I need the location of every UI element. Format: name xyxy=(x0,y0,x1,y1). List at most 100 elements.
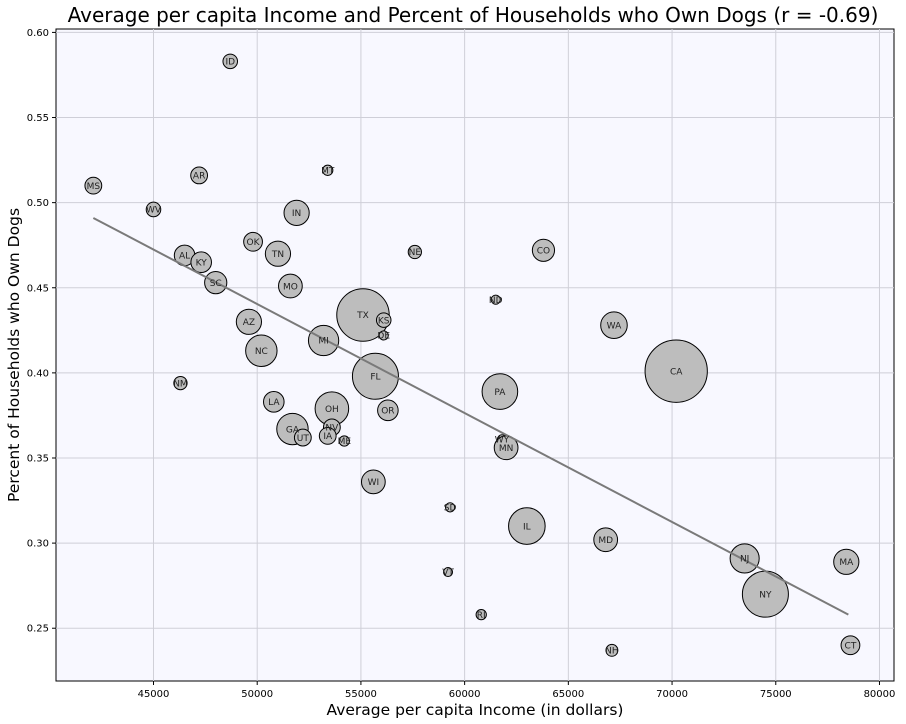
y-tick-label: 0.50 xyxy=(27,198,49,209)
x-axis-label: Average per capita Income (in dollars) xyxy=(327,701,624,719)
data-point xyxy=(283,199,310,226)
data-point-label: NM xyxy=(173,379,188,389)
data-point-label: DE xyxy=(377,332,390,342)
data-point xyxy=(407,244,422,260)
data-point-label: VT xyxy=(442,568,454,578)
data-point-label: IA xyxy=(323,432,333,442)
data-point-label: NJ xyxy=(740,555,749,565)
data-point-label: KS xyxy=(378,316,390,326)
plot-area xyxy=(55,28,895,682)
data-point-label: WY xyxy=(495,435,510,445)
chart-title: Average per capita Income and Percent of… xyxy=(68,3,879,27)
data-point-label: NY xyxy=(759,590,772,600)
data-point-label: NC xyxy=(255,347,268,357)
data-point-label: WA xyxy=(607,321,622,331)
data-point xyxy=(833,548,860,575)
data-point xyxy=(729,543,760,574)
data-point-label: ND xyxy=(489,296,503,306)
data-point xyxy=(475,608,487,621)
data-point xyxy=(222,53,239,70)
data-point-label: NH xyxy=(605,647,619,657)
data-point-label: MT xyxy=(321,166,335,176)
point-labels: ID MS WV AR MT IN OK TN AL KY SC MO NE CO ND AZ TX KS DE WA… xyxy=(87,58,857,657)
data-point-label: OK xyxy=(247,238,261,248)
data-point-label: SD xyxy=(444,504,457,514)
data-point-label: IN xyxy=(292,209,301,219)
x-tick-label: 65000 xyxy=(552,689,584,700)
data-point-label: WV xyxy=(146,206,162,216)
data-point xyxy=(531,238,556,262)
data-point-label: SC xyxy=(210,279,222,289)
x-tick-label: 60000 xyxy=(449,689,481,700)
data-point-label: AR xyxy=(193,172,205,182)
grid xyxy=(56,29,894,681)
data-point-label: OR xyxy=(381,407,394,417)
data-point-label: ID xyxy=(225,58,235,68)
data-point xyxy=(84,176,103,195)
data-point xyxy=(840,635,861,656)
data-point-label: MA xyxy=(839,558,854,568)
data-point-label: MD xyxy=(598,536,613,546)
data-point xyxy=(235,308,263,335)
x-tick-label: 55000 xyxy=(345,689,377,700)
data-point xyxy=(322,164,334,176)
data-point xyxy=(351,352,399,400)
y-tick-label: 0.45 xyxy=(27,283,49,294)
x-tick-label: 80000 xyxy=(864,689,896,700)
data-point-label: AL xyxy=(179,252,190,262)
axis-ticks: 45000 50000 55000 60000 65000 70000 75000 80000… xyxy=(27,28,896,700)
y-tick-label: 0.40 xyxy=(27,368,49,379)
y-tick-label: 0.35 xyxy=(27,453,49,464)
data-point-label: NE xyxy=(409,248,422,258)
data-points xyxy=(84,53,861,657)
data-point xyxy=(481,373,519,410)
data-point-label: KY xyxy=(196,258,208,268)
data-point xyxy=(377,399,399,422)
data-point xyxy=(243,231,263,252)
data-point-label: FL xyxy=(370,372,380,382)
data-point-label: GA xyxy=(286,425,300,435)
data-point-label: CA xyxy=(670,367,683,377)
data-point-label: LA xyxy=(268,398,280,408)
data-point xyxy=(605,643,619,657)
data-point xyxy=(318,426,337,445)
data-point xyxy=(445,502,456,513)
data-point xyxy=(360,469,386,495)
y-tick-label: 0.30 xyxy=(27,539,49,550)
data-point xyxy=(190,166,209,185)
data-point xyxy=(490,294,501,305)
data-point xyxy=(190,251,212,274)
data-point xyxy=(443,567,454,578)
y-axis-label: Percent of Households who Own Dogs xyxy=(5,208,23,502)
data-point xyxy=(338,435,350,447)
data-point-label: WI xyxy=(368,478,380,488)
data-point xyxy=(600,311,628,339)
data-point-label: MO xyxy=(283,282,298,292)
data-point-label: IL xyxy=(523,522,531,532)
x-tick-label: 50000 xyxy=(241,689,273,700)
data-point xyxy=(264,240,292,267)
data-point-label: OH xyxy=(325,405,339,415)
data-point-label: TX xyxy=(356,311,369,321)
data-point-label: AZ xyxy=(243,318,255,328)
data-point xyxy=(307,324,340,357)
data-point xyxy=(245,334,278,367)
y-tick-label: 0.60 xyxy=(27,28,49,39)
data-point xyxy=(375,312,392,328)
data-point-label: UT xyxy=(297,434,310,444)
data-point xyxy=(644,339,708,403)
data-point xyxy=(173,375,188,391)
data-point-label: NV xyxy=(325,424,339,434)
trend-line xyxy=(92,217,849,616)
data-point xyxy=(378,330,389,341)
data-point xyxy=(293,428,312,447)
data-point-label: ME xyxy=(338,437,352,447)
x-tick-label: 45000 xyxy=(138,689,170,700)
data-point-label: PA xyxy=(494,388,506,398)
data-point xyxy=(593,527,619,553)
data-point-label: TN xyxy=(271,250,284,260)
y-tick-label: 0.55 xyxy=(27,113,49,124)
x-tick-label: 70000 xyxy=(656,689,688,700)
data-point xyxy=(263,391,285,413)
